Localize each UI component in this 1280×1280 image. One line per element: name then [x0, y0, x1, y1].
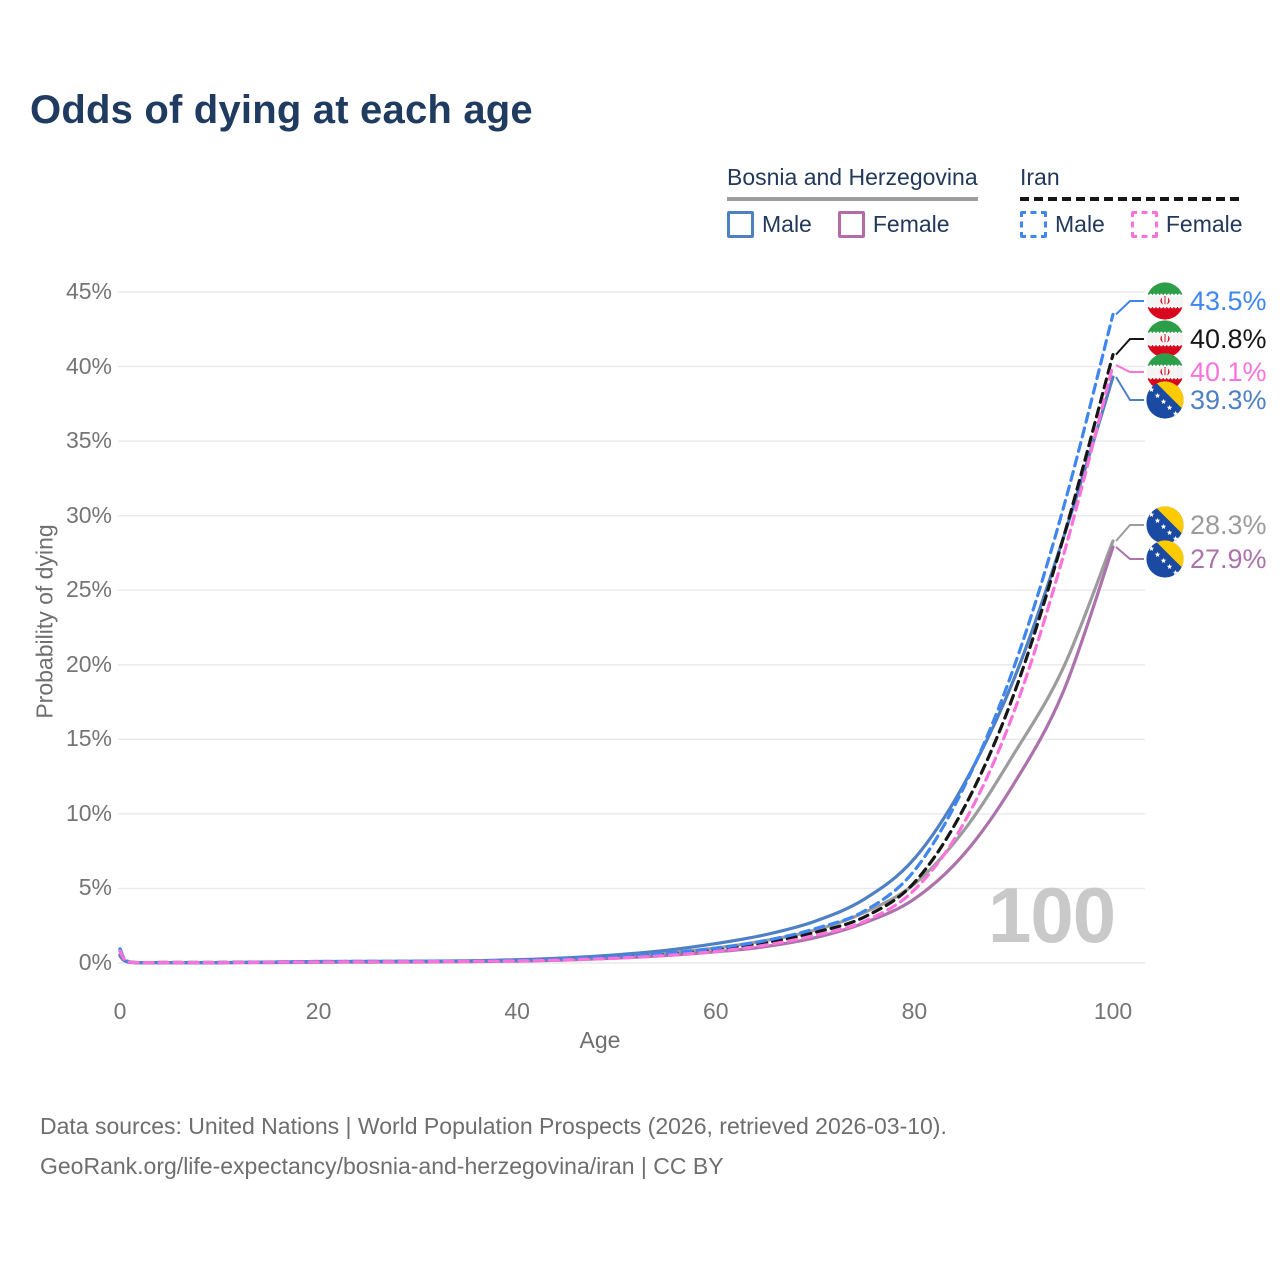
end-label-iran-all: 40.8% — [1146, 320, 1267, 358]
end-label-value: 40.1% — [1190, 357, 1267, 387]
x-tick-label: 100 — [1093, 998, 1133, 1024]
end-label-value: 40.8% — [1190, 324, 1267, 354]
y-tick-label: 45% — [65, 278, 112, 304]
y-tick-label: 0% — [78, 949, 112, 975]
y-tick-label: 20% — [65, 650, 112, 677]
label-connector — [1115, 546, 1144, 560]
bosnia-flag-icon — [1146, 381, 1184, 419]
end-label-ba-male: 39.3% — [1146, 381, 1267, 419]
bosnia-female-swatch-icon — [837, 211, 865, 238]
data-sources-line: Data sources: United Nations | World Pop… — [40, 1113, 947, 1139]
legend-item-bosnia-female[interactable]: Female — [837, 211, 950, 238]
series-line-ba-all[interactable] — [118, 539, 1115, 965]
series-line-iran-all[interactable] — [118, 353, 1115, 965]
end-label-ba-female: 27.9% — [1146, 540, 1267, 578]
series-line-iran-female[interactable] — [118, 363, 1115, 965]
series-line-ba-male[interactable] — [118, 375, 1115, 965]
series-line-iran-male[interactable] — [118, 312, 1115, 965]
bosnia-male-swatch-icon — [727, 211, 754, 238]
legend-item-bosnia-male[interactable]: Male — [727, 211, 812, 238]
y-tick-label: 10% — [65, 799, 112, 826]
y-tick-label: 35% — [65, 427, 112, 454]
footer: Data sources: United Nations | World Pop… — [40, 1106, 947, 1186]
end-label-value: 43.5% — [1190, 286, 1267, 316]
series-line-ba-female[interactable] — [118, 545, 1115, 965]
bosnia-line-style-sample — [727, 197, 978, 201]
legend-country-label: Iran — [1020, 164, 1060, 190]
label-connector — [1115, 338, 1144, 356]
end-label-value: 28.3% — [1190, 510, 1267, 540]
iran-flag-icon — [1146, 320, 1184, 358]
x-axis-title: Age — [579, 1027, 621, 1053]
iran-flag-icon — [1146, 282, 1184, 320]
iran-line-style-sample — [1020, 197, 1243, 201]
label-connector — [1115, 364, 1144, 373]
label-connector — [1115, 524, 1144, 542]
y-tick-label: 40% — [65, 352, 112, 379]
label-connector — [1115, 300, 1144, 316]
legend-item-label: Female — [1165, 211, 1243, 237]
end-label-value: 39.3% — [1190, 385, 1267, 415]
attribution-line: GeoRank.org/life-expectancy/bosnia-and-h… — [40, 1153, 724, 1179]
legend-item-label: Female — [872, 211, 950, 237]
x-tick-label: 0 — [113, 998, 127, 1024]
legend-country-iran[interactable]: Iran — [1020, 164, 1243, 201]
label-connector — [1115, 376, 1144, 401]
x-tick-label: 40 — [504, 998, 530, 1024]
end-label-iran-male: 43.5% — [1146, 282, 1267, 320]
x-tick-label: 20 — [305, 998, 332, 1024]
x-tick-label: 80 — [901, 998, 928, 1024]
y-tick-label: 15% — [65, 725, 112, 752]
iran-female-swatch-icon — [1130, 211, 1158, 238]
legend-item-label: Male — [762, 211, 812, 237]
end-label-value: 27.9% — [1190, 544, 1267, 574]
end-label-ba-all: 28.3% — [1146, 506, 1267, 544]
hover-age-watermark: 100 — [988, 871, 1116, 959]
legend-group-bosnia: Bosnia and Herzegovina Male Female — [727, 164, 978, 238]
iran-male-swatch-icon — [1020, 211, 1047, 238]
legend-country-bosnia-and-herzegovina[interactable]: Bosnia and Herzegovina — [727, 164, 978, 201]
y-tick-label: 30% — [65, 501, 112, 528]
legend-country-label: Bosnia and Herzegovina — [727, 164, 978, 190]
legend-item-label: Male — [1055, 211, 1105, 237]
y-tick-label: 5% — [78, 874, 112, 901]
y-axis-title: Probability of dying — [31, 524, 58, 719]
bosnia-flag-icon — [1146, 506, 1184, 544]
page-title: Odds of dying at each age — [30, 88, 533, 132]
legend-item-iran-male[interactable]: Male — [1020, 211, 1105, 238]
bosnia-flag-icon — [1146, 540, 1184, 578]
legend-group-iran: Iran Male Female — [1020, 164, 1243, 238]
x-tick-label: 60 — [703, 998, 729, 1024]
legend-item-iran-female[interactable]: Female — [1130, 211, 1243, 238]
y-tick-label: 25% — [65, 576, 112, 603]
